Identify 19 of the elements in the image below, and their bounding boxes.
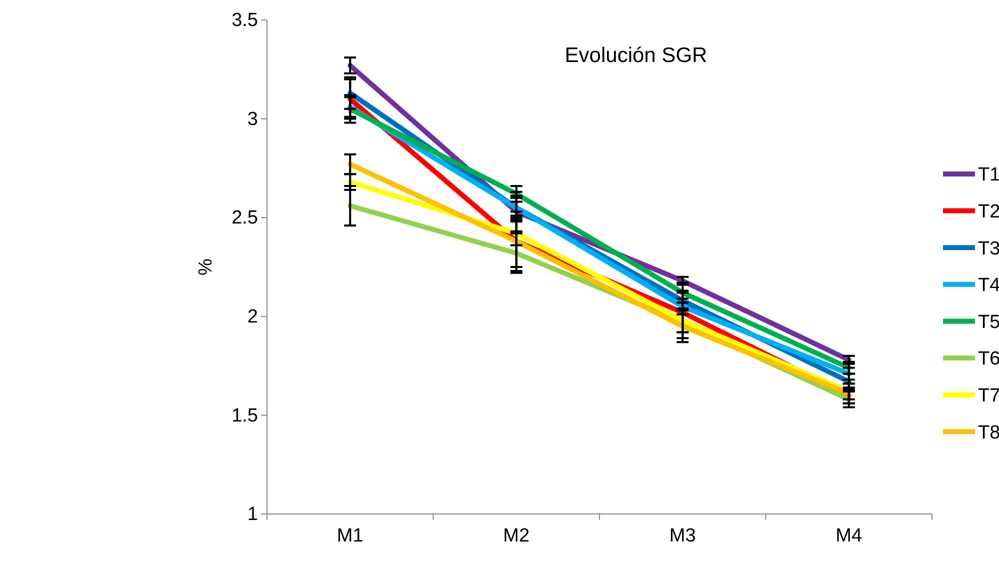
x-tick-label: M2 [503,525,530,546]
legend-label: T6 [978,348,999,370]
x-tick-label: M3 [669,525,696,546]
legend-label: T1 [978,164,999,186]
x-tick-label: M4 [836,525,862,546]
y-tick-label: 3.5 [232,10,258,32]
legend-label: T3 [978,238,999,260]
text: Evolución SGR [564,44,708,67]
y-tick-label: 3 [247,108,258,130]
legend-label: T7 [978,385,999,406]
y-axis-title: % [196,258,217,276]
y-tick-label: 1 [247,504,258,526]
y-tick-label: 2 [247,306,258,328]
legend-label: T2 [978,201,999,222]
legend-label: T5 [978,312,999,333]
legend-label: T8 [978,422,999,444]
y-tick-label: 2.5 [232,208,258,229]
y-tick-label: 1.5 [232,405,258,426]
x-tick-label: M1 [336,525,364,546]
